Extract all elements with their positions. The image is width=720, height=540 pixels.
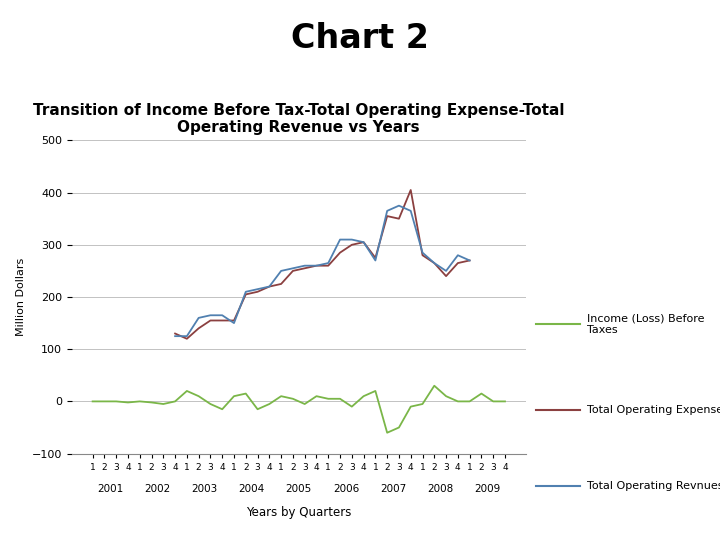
Text: Years by Quarters: Years by Quarters — [246, 507, 351, 519]
Text: Income (Loss) Before
Taxes: Income (Loss) Before Taxes — [587, 313, 704, 335]
Text: 2006: 2006 — [333, 484, 359, 494]
Text: 2008: 2008 — [427, 484, 454, 494]
Text: 2004: 2004 — [238, 484, 265, 494]
Text: Total Operating Expenses: Total Operating Expenses — [587, 406, 720, 415]
Text: 2005: 2005 — [286, 484, 312, 494]
Text: Total Operating Revnues: Total Operating Revnues — [587, 481, 720, 491]
Text: 2007: 2007 — [380, 484, 406, 494]
Text: Chart 2: Chart 2 — [291, 22, 429, 55]
Text: 2003: 2003 — [192, 484, 217, 494]
Text: 2001: 2001 — [97, 484, 123, 494]
Text: 2002: 2002 — [144, 484, 171, 494]
Title: Transition of Income Before Tax-Total Operating Expense-Total
Operating Revenue : Transition of Income Before Tax-Total Op… — [33, 103, 564, 135]
Text: 2009: 2009 — [474, 484, 500, 494]
Y-axis label: Million Dollars: Million Dollars — [17, 258, 27, 336]
